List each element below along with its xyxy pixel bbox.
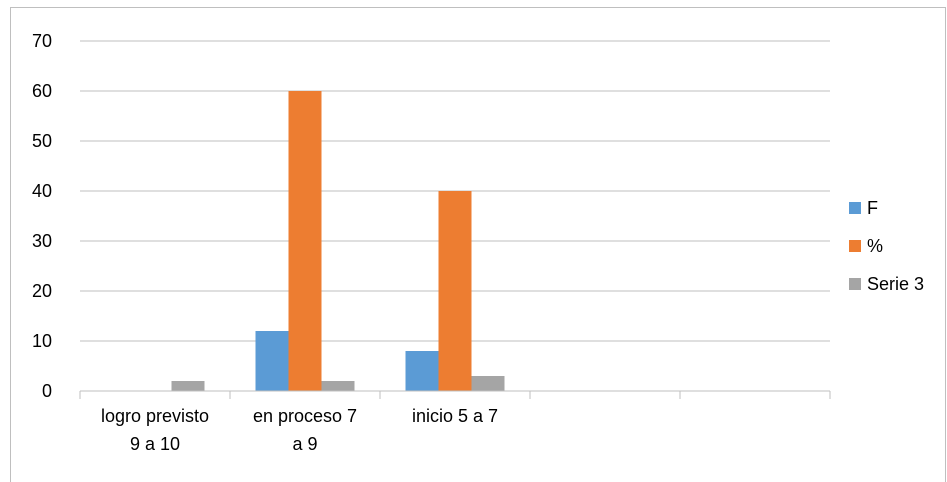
bar- [438, 191, 472, 391]
y-tick-label: 60 [32, 81, 52, 101]
x-tick-label: en proceso 7 [253, 406, 357, 426]
axes: 0 10 20 30 40 50 60 70 logro previsto 9 a 10 en pr… [32, 31, 831, 454]
legend-swatch [849, 240, 861, 252]
bar-serie-3 [321, 381, 355, 391]
bar-serie-3 [171, 381, 205, 391]
legend-swatch [849, 278, 861, 290]
legend-label: F [867, 198, 878, 218]
y-tick-label: 0 [42, 381, 52, 401]
x-tick-label: a 9 [292, 434, 317, 454]
y-tick-label: 70 [32, 31, 52, 51]
y-tick-label: 40 [32, 181, 52, 201]
x-tick-label: 9 a 10 [130, 434, 180, 454]
legend-label: Serie 3 [867, 274, 924, 294]
y-tick-label: 50 [32, 131, 52, 151]
bar-f [405, 351, 439, 391]
legend-label: % [867, 236, 883, 256]
bar-serie-3 [471, 376, 505, 391]
y-tick-label: 10 [32, 331, 52, 351]
bar-f [255, 331, 289, 391]
chart-frame [10, 7, 946, 482]
legend: F% Serie 3 [849, 198, 924, 294]
legend-swatch [849, 202, 861, 214]
bars [171, 91, 505, 391]
y-tick-label: 20 [32, 281, 52, 301]
x-tick-label: inicio 5 a 7 [412, 406, 498, 426]
x-tick-label: logro previsto [101, 406, 209, 426]
y-tick-label: 30 [32, 231, 52, 251]
bar- [288, 91, 322, 391]
